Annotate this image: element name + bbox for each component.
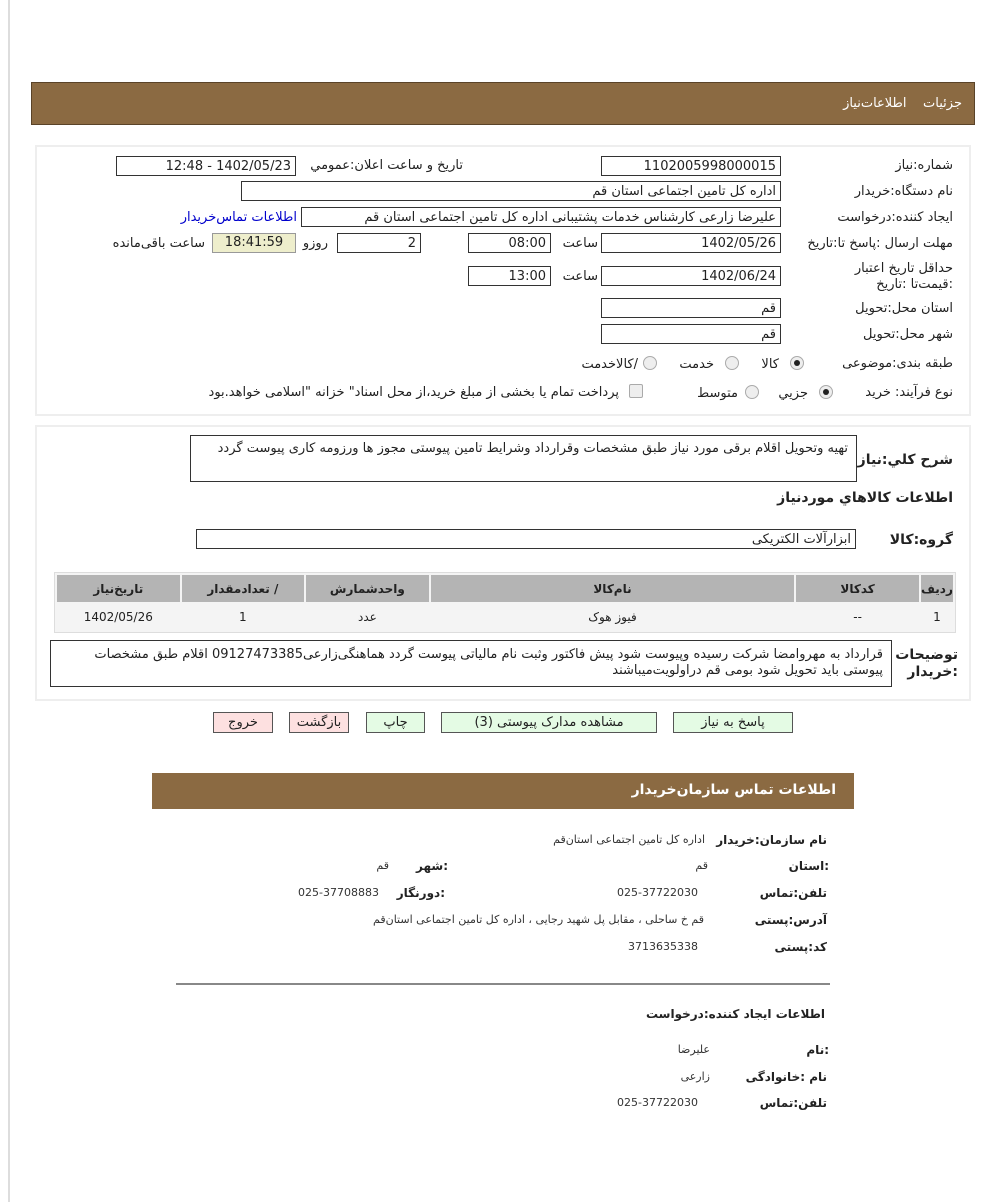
description-label: شرح کلي:نیاز [857, 452, 953, 468]
goods-table: ردیف کدکالا نام‌کالا واحدشمارش / تعدادمق… [54, 572, 956, 633]
deadline-date-field[interactable]: 1402/05/26 [601, 233, 781, 253]
postal-value: 3713635338 [628, 940, 698, 953]
table-row: 1 -- فیوز هوک عدد 1 1402/05/26 [57, 604, 953, 630]
buyer-label: نام دستگاه:خریدار [854, 184, 953, 199]
category-option-both: /کالاخدمت [581, 357, 638, 372]
family-value: زارعی [680, 1070, 710, 1083]
contact-province-value: قم [695, 859, 708, 872]
reply-button[interactable]: پاسخ به نیاز [673, 712, 793, 733]
creator-phone-label: تلفن:تماس [759, 1096, 827, 1110]
creator-phone-value: 025-37722030 [617, 1096, 698, 1109]
attachments-button[interactable]: مشاهده مدارک پیوستی (3) [441, 712, 657, 733]
creator-label: ایجاد کننده:درخواست [837, 210, 953, 225]
days-label: روزو [302, 236, 328, 251]
back-button[interactable]: بازگشت [289, 712, 349, 733]
province-label: استان محل:تحویل [855, 301, 953, 316]
hour-label: ساعت [562, 236, 598, 251]
contact-city-value: قم [376, 859, 389, 872]
fax-label: :دورنگار [396, 886, 445, 900]
col-row: ردیف [920, 575, 953, 602]
category-option-goods: کالا [761, 357, 779, 372]
col-qty: / تعدادمقدار [181, 575, 305, 602]
category-radio-service[interactable] [725, 356, 739, 370]
validity-hour-label: ساعت [562, 269, 598, 284]
province-field[interactable]: قم [601, 298, 781, 318]
header-tabs: جزئیات اطلاعات‌نیاز [843, 96, 962, 111]
exit-button[interactable]: خروج [213, 712, 273, 733]
remaining-label: ساعت باقی‌مانده [112, 236, 205, 251]
org-label: نام سازمان:خریدار [716, 833, 827, 847]
need-number-field[interactable]: 1102005998000015 [601, 156, 781, 176]
days-field[interactable]: 2 [337, 233, 421, 253]
notes-label: توضیحات :خریدار [895, 647, 958, 680]
cell-row: 1 [933, 610, 941, 624]
name-value: علیرضا [677, 1043, 710, 1056]
buyer-contact-link[interactable]: اطلاعات تماس‌خریدار [180, 210, 297, 225]
city-label: شهر محل:تحویل [863, 327, 953, 342]
goods-panel [35, 425, 971, 701]
tab-details[interactable]: جزئیات [923, 96, 962, 111]
category-radio-goods[interactable] [790, 356, 804, 370]
phone-label: تلفن:تماس [759, 886, 827, 900]
contact-province-label: :استان [788, 859, 829, 873]
col-date: تاریخ‌نیاز [57, 575, 180, 602]
table-header-row: ردیف کدکالا نام‌کالا واحدشمارش / تعدادمق… [57, 575, 953, 602]
process-radio-medium[interactable] [745, 385, 759, 399]
validity-time-field[interactable]: 13:00 [468, 266, 551, 286]
creator-field[interactable]: علیرضا زارعی کارشناس خدمات پشتیبانی ادار… [301, 207, 781, 227]
fax-value: 025-37708883 [298, 886, 379, 899]
validity-label: حداقل تاریخ اعتبار :قیمت‌تا :تاریخ [854, 261, 953, 292]
creator-info-title: اطلاعات ایجاد کننده:درخواست [645, 1007, 825, 1021]
address-value: قم خ ساحلی ، مقابل پل شهید رجایی ، اداره… [373, 913, 704, 926]
contact-title: اطلاعات تماس سازمان‌خریدار [631, 782, 836, 798]
treasury-checkbox[interactable] [629, 384, 643, 398]
deadline-time-field[interactable]: 08:00 [468, 233, 551, 253]
cell-unit: عدد [357, 610, 377, 624]
cell-name: فیوز هوک [588, 610, 637, 624]
buyer-field[interactable]: اداره کل تامین اجتماعی استان قم [241, 181, 781, 201]
postal-label: کد:پستی [774, 940, 827, 954]
treasury-text: پرداخت تمام یا بخشی از مبلغ خرید،از محل … [208, 385, 619, 400]
family-label: نام :خانوادگی [745, 1070, 827, 1084]
print-button[interactable]: چاپ [366, 712, 425, 733]
phone-value: 025-37722030 [617, 886, 698, 899]
address-label: آدرس:پستی [754, 913, 827, 927]
process-option-medium: متوسط [697, 386, 738, 401]
contact-header: اطلاعات تماس سازمان‌خریدار [152, 773, 854, 809]
category-label: طبقه بندی:موضوعی [842, 356, 953, 371]
col-code: کدکالا [796, 575, 919, 602]
need-number-label: شماره:نیاز [895, 158, 953, 173]
deadline-label: مهلت ارسال :پاسخ تا:تاریخ [807, 236, 953, 251]
process-option-minor: جزيي [778, 386, 808, 401]
validity-date-field[interactable]: 1402/06/24 [601, 266, 781, 286]
page-border [8, 0, 10, 1202]
col-unit: واحدشمارش [306, 575, 429, 602]
notes-box: قرارداد به مهروامضا شرکت رسیده وپیوست شو… [50, 640, 892, 687]
description-box: تهیه وتحویل اقلام برقی مورد نیاز طبق مشخ… [190, 435, 857, 482]
process-radio-minor[interactable] [819, 385, 833, 399]
cell-date: 1402/05/26 [83, 610, 153, 624]
announce-field[interactable]: 1402/05/23 - 12:48 [116, 156, 296, 176]
announce-label: تاریخ و ساعت اعلان:عمومي [310, 158, 463, 173]
cell-code: -- [853, 610, 862, 624]
process-label: نوع فرآیند: خرید [865, 385, 953, 400]
cell-qty: 1 [239, 610, 247, 624]
page-header: جزئیات اطلاعات‌نیاز [31, 82, 975, 125]
category-radio-both[interactable] [643, 356, 657, 370]
category-option-service: خدمت [679, 357, 714, 372]
remaining-timer: 18:41:59 [212, 233, 296, 253]
divider [176, 983, 830, 985]
goods-table-wrap: ردیف کدکالا نام‌کالا واحدشمارش / تعدادمق… [54, 572, 956, 633]
name-label: :نام [806, 1043, 829, 1057]
goods-title: اطلاعات کالاهاي موردنیاز [777, 490, 953, 506]
tab-need-info[interactable]: اطلاعات‌نیاز [843, 96, 907, 111]
contact-city-label: :شهر [416, 859, 448, 873]
goods-group-label: گروه:کالا [889, 532, 953, 548]
city-field[interactable]: قم [601, 324, 781, 344]
org-value: اداره کل تامین اجتماعی استان‌قم [553, 833, 705, 846]
goods-group-field[interactable]: ابزارآلات الکتریکی [196, 529, 856, 549]
col-name: نام‌کالا [430, 575, 795, 602]
